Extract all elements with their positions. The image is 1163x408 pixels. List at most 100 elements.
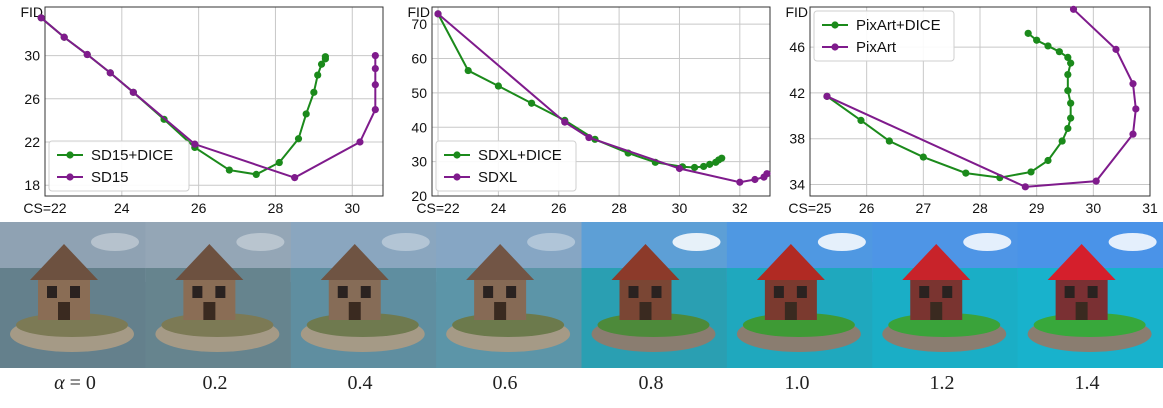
image-strip (0, 222, 1163, 368)
legend-label: SDXL+DICE (478, 147, 562, 164)
y-tick-label: 40 (411, 119, 427, 135)
x-tick-label: 26 (859, 200, 875, 216)
data-point (129, 88, 137, 96)
strip-image-5 (581, 222, 728, 368)
cloud (963, 233, 1012, 251)
series-line-pixart (826, 8, 1137, 188)
house-window (483, 286, 494, 298)
data-point (585, 133, 593, 142)
house-window (70, 286, 80, 298)
data-point (294, 135, 303, 143)
house-roof (466, 244, 535, 280)
plot-frame (44, 6, 384, 197)
house-door (784, 302, 797, 320)
legend-box (48, 140, 190, 192)
strip-image-4 (436, 222, 582, 368)
data-point (60, 33, 68, 41)
x-tick-label: 31 (1142, 200, 1158, 216)
data-point (1064, 124, 1072, 133)
strip-image-1 (0, 222, 146, 368)
legend-box (435, 140, 577, 192)
data-point (857, 116, 865, 124)
caption-0.2: 0.2 (202, 372, 228, 394)
data-point (561, 118, 569, 126)
y-axis-label: FID (20, 4, 43, 20)
data-point (371, 64, 379, 73)
legend-marker (831, 43, 839, 51)
x-tick-label: 30 (344, 200, 360, 216)
legend-marker (453, 173, 461, 181)
house-door (930, 302, 943, 320)
legend: PixArt+DICE PixArt (813, 10, 955, 62)
data-point (434, 10, 442, 18)
house-window (337, 286, 348, 298)
house-roof (320, 244, 389, 280)
y-tick-label: 18 (24, 177, 40, 193)
house-door (1075, 302, 1088, 320)
data-point (314, 71, 322, 79)
y-tick-label: 60 (411, 51, 427, 67)
house-window (628, 286, 639, 298)
cloud (1108, 233, 1157, 251)
y-tick-label: 30 (411, 154, 427, 170)
x-tick-label: 28 (268, 200, 284, 216)
data-point (1112, 45, 1120, 53)
house-window (796, 286, 807, 298)
data-point (302, 110, 310, 118)
data-point (823, 92, 831, 100)
data-point (252, 170, 260, 178)
caption-0.6: 0.6 (492, 372, 518, 394)
data-point (83, 50, 91, 59)
x-tick-label: 27 (916, 200, 932, 216)
data-point (1092, 177, 1100, 185)
y-tick-label: 38 (789, 131, 805, 147)
data-point (291, 174, 299, 182)
charts-row: 18 22 26 30 CS=22 24 26 28 30 FID SD15+DICE SD15 20 3… (20, 4, 1158, 216)
house-door (639, 302, 652, 320)
house-window (1087, 286, 1098, 298)
legend-box (813, 10, 955, 62)
cloud (91, 233, 139, 251)
plot-frame (431, 6, 771, 197)
data-point (751, 175, 759, 184)
y-tick-label: 30 (24, 48, 40, 64)
x-tick-label: 30 (1086, 200, 1102, 216)
legend-marker (66, 151, 74, 159)
y-axis-label: FID (785, 4, 808, 20)
legend-label: PixArt+DICE (856, 17, 941, 34)
data-point (1064, 70, 1072, 79)
y-tick-label: 42 (789, 85, 805, 101)
house-window (506, 286, 517, 298)
y-tick-label: 50 (411, 85, 427, 101)
strip-image-3 (290, 222, 437, 368)
data-point (1067, 114, 1075, 122)
x-tick-label: CS=22 (416, 200, 459, 216)
x-tick-label: 28 (972, 200, 988, 216)
caption-0.4: 0.4 (347, 372, 373, 394)
y-tick-label: 46 (789, 39, 805, 55)
x-tick-label: 32 (732, 200, 748, 216)
house-door (203, 302, 216, 320)
data-point (885, 137, 893, 145)
strip-image-7 (872, 222, 1019, 368)
y-tick-label: 22 (24, 134, 40, 150)
strip-image-2 (145, 222, 292, 368)
data-point (371, 52, 379, 60)
data-point (919, 153, 927, 161)
x-tick-label: CS=25 (788, 200, 831, 216)
cloud (381, 233, 430, 251)
data-point (1129, 130, 1137, 138)
legend-label: PixArt (856, 39, 897, 56)
house-window (1064, 286, 1075, 298)
x-tick-label: 26 (191, 200, 207, 216)
data-point (1067, 59, 1075, 67)
data-point (1055, 48, 1063, 56)
x-tick-label: 24 (491, 200, 507, 216)
x-tick-label: 30 (672, 200, 688, 216)
house-window (47, 286, 57, 298)
data-point (1021, 183, 1029, 191)
legend: SDXL+DICE SDXL (435, 140, 577, 192)
data-point (1044, 42, 1052, 50)
